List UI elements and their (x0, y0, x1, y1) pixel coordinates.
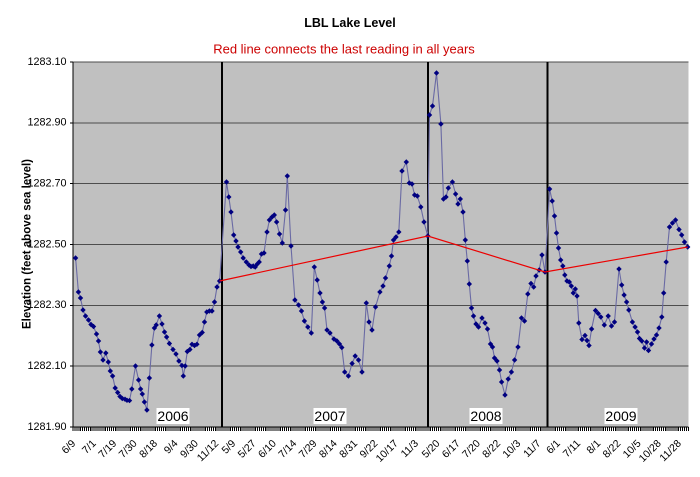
svg-text:1282.30: 1282.30 (27, 299, 66, 311)
svg-text:2006: 2006 (157, 408, 188, 424)
svg-text:1282.10: 1282.10 (27, 360, 66, 372)
svg-text:Elevation (feet above sea leve: Elevation (feet above sea level) (22, 159, 34, 329)
svg-text:LBL Lake Level: LBL Lake Level (304, 16, 395, 30)
svg-text:2008: 2008 (470, 408, 501, 424)
svg-text:2009: 2009 (605, 408, 636, 424)
svg-text:1282.50: 1282.50 (27, 238, 66, 250)
svg-text:1282.70: 1282.70 (27, 178, 66, 190)
svg-text:Red line connects the last rea: Red line connects the last reading in al… (213, 42, 475, 57)
svg-text:2007: 2007 (314, 408, 345, 424)
svg-text:1281.90: 1281.90 (27, 421, 66, 433)
svg-text:1283.10: 1283.10 (27, 56, 66, 68)
svg-text:1282.90: 1282.90 (27, 117, 66, 129)
